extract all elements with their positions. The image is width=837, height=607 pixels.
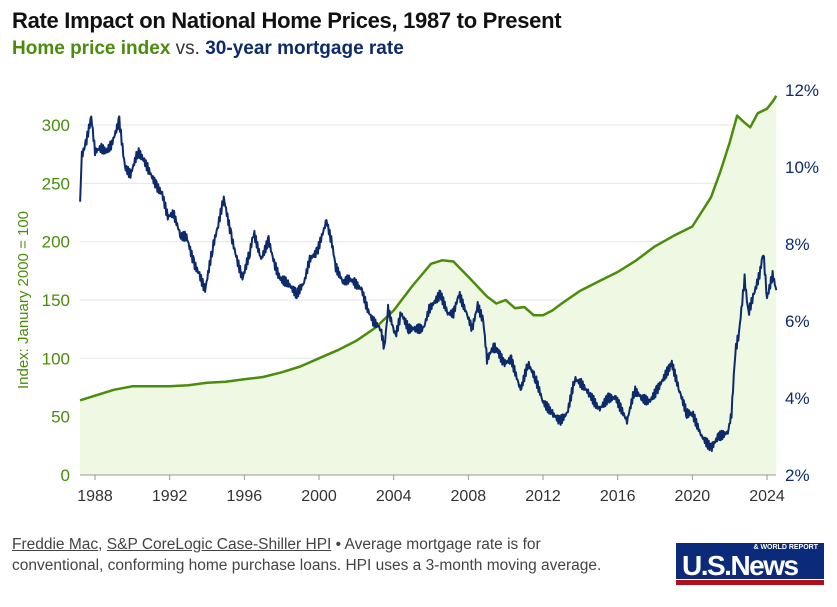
logo-background — [676, 543, 824, 579]
subtitle-hpi: Home price index — [12, 38, 171, 59]
x-tick-label: 2012 — [525, 488, 561, 505]
x-tick-label: 2020 — [675, 488, 711, 505]
y-right-tick-label: 4% — [785, 389, 810, 408]
y-left-tick-label: 200 — [42, 233, 70, 252]
x-tick-label: 1988 — [77, 488, 113, 505]
subtitle-rate: 30-year mortgage rate — [205, 38, 404, 59]
logo-subtext: & WORLD REPORT — [753, 544, 818, 551]
x-tick-label: 2024 — [749, 488, 785, 505]
hpi-area — [80, 95, 777, 476]
y-left-tick-label: 150 — [42, 291, 70, 310]
source-separator: , — [98, 536, 107, 553]
y-left-tick-label: 50 — [51, 408, 70, 427]
y-right-tick-label: 8% — [785, 235, 810, 254]
x-tick-label: 2008 — [451, 488, 487, 505]
mortgage-rate-line — [79, 115, 778, 452]
chart-title: Rate Impact on National Home Prices, 198… — [12, 8, 562, 33]
source-link-freddie-mac[interactable]: Freddie Mac — [12, 536, 99, 553]
y-left-axis-label: Index: January 2000 = 100 — [15, 211, 32, 389]
x-tick-label: 2016 — [600, 488, 636, 505]
y-right-tick-label: 6% — [785, 312, 810, 331]
source-link-case-shiller[interactable]: S&P CoreLogic Case-Shiller HPI — [106, 536, 332, 553]
footnote-text: • Average mortgage rate is for conventio… — [12, 536, 602, 574]
x-tick-label: 1996 — [227, 488, 263, 505]
x-tick-label: 2004 — [376, 488, 412, 505]
y-left-tick-label: 0 — [61, 466, 70, 485]
y-left-tick-label: 100 — [42, 349, 70, 368]
usnews-logo: & WORLD REPORT U.S.News — [676, 543, 824, 585]
x-tick-label: 1992 — [152, 488, 188, 505]
y-right-tick-label: 2% — [785, 466, 810, 485]
chart-subtitle: Home price index vs. 30-year mortgage ra… — [12, 38, 404, 60]
logo-red-bar — [676, 580, 824, 585]
logo-wordmark: U.S.News — [682, 550, 799, 581]
y-left-tick-label: 250 — [42, 174, 70, 193]
hpi-line — [79, 95, 778, 402]
y-right-tick-label: 10% — [785, 158, 819, 177]
y-right-tick-label: 12% — [785, 81, 819, 100]
source-note: Freddie Mac, S&P CoreLogic Case-Shiller … — [12, 534, 612, 576]
subtitle-vs: vs. — [170, 38, 206, 59]
x-tick-label: 2000 — [301, 488, 337, 505]
y-left-tick-label: 300 — [42, 116, 70, 135]
